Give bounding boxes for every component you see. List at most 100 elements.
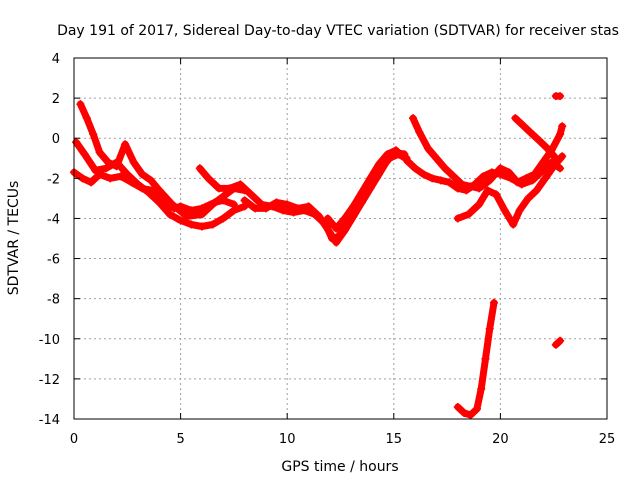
y-tick-label: 4 [52, 52, 60, 67]
data-point [374, 160, 383, 169]
data-point [549, 162, 558, 171]
y-tick-label: -4 [47, 212, 60, 227]
data-point [240, 196, 249, 205]
data-point [76, 100, 85, 109]
data-point [462, 186, 471, 195]
data-point [106, 174, 115, 183]
data-point [528, 176, 537, 185]
data-point [182, 212, 191, 221]
x-tick-label: 15 [386, 432, 403, 447]
data-point [116, 172, 125, 181]
data-point [383, 150, 392, 159]
data-point [121, 140, 130, 149]
data-point [366, 174, 375, 183]
data-point [176, 216, 185, 225]
series-arc-11 [453, 298, 499, 419]
data-point [449, 172, 458, 181]
data-point [197, 222, 206, 231]
series-arc-8 [402, 156, 565, 195]
data-point [272, 198, 281, 207]
data-point [165, 210, 174, 219]
y-tick-label: -12 [39, 373, 60, 388]
data-point [340, 226, 349, 235]
data-point [534, 136, 543, 145]
data-point [304, 202, 313, 211]
data-point [415, 128, 424, 137]
series-trace [324, 146, 406, 232]
data-point [490, 298, 499, 307]
data-point [155, 186, 164, 195]
y-tick-label: -6 [47, 253, 60, 268]
data-point [539, 166, 548, 175]
data-point [445, 178, 454, 187]
data-point [283, 200, 292, 209]
y-tick-label: -2 [47, 172, 60, 187]
data-point [332, 238, 341, 247]
data-point [472, 404, 481, 413]
data-point [440, 164, 449, 173]
data-point [229, 200, 238, 209]
series-trace [241, 148, 408, 246]
data-point [138, 170, 147, 179]
y-tick-label: 2 [52, 92, 60, 107]
axis-ticks [73, 57, 608, 420]
data-point [101, 164, 110, 173]
data-point [95, 148, 104, 157]
data-point [487, 168, 496, 177]
data-point [477, 384, 486, 393]
data-point [551, 340, 560, 349]
data-point [408, 114, 417, 123]
data-point [293, 204, 302, 213]
series-trace [76, 100, 249, 220]
data-point [511, 114, 520, 123]
series-arc-13 [551, 336, 565, 349]
y-tick-labels: 4 2 0 -2 -4 -6 -8 -10 -12 -14 [39, 52, 60, 428]
data-point [146, 176, 155, 185]
data-point [492, 190, 501, 199]
data-point [483, 186, 492, 195]
y-tick-label: -8 [47, 293, 60, 308]
y-tick-label: -14 [39, 413, 60, 428]
data-point [219, 214, 228, 223]
data-point [453, 184, 462, 193]
data-point [95, 170, 104, 179]
data-point [556, 336, 565, 345]
series-layer [70, 92, 567, 419]
data-point [402, 156, 411, 165]
data-point [219, 192, 228, 201]
data-point [436, 176, 445, 185]
data-point [340, 214, 349, 223]
data-point [138, 184, 147, 193]
data-point [509, 220, 518, 229]
data-point [411, 164, 420, 173]
data-point [91, 166, 100, 175]
data-point [197, 210, 206, 219]
data-point [236, 180, 245, 189]
data-point [541, 174, 550, 183]
data-point [246, 190, 255, 199]
data-point [517, 120, 526, 129]
data-point [251, 204, 260, 213]
data-point [127, 178, 136, 187]
data-point [466, 410, 475, 419]
series-arc-12 [551, 92, 565, 101]
data-point [278, 206, 287, 215]
data-point [556, 164, 565, 173]
data-point [204, 174, 213, 183]
data-point [398, 152, 407, 161]
data-point [332, 224, 341, 233]
data-point [208, 220, 217, 229]
data-point [89, 130, 98, 139]
data-point [214, 184, 223, 193]
x-axis-title: GPS time / hours [281, 459, 398, 475]
data-point [129, 158, 138, 167]
data-point [349, 202, 358, 211]
data-point [524, 194, 533, 203]
data-point [515, 206, 524, 215]
data-point [87, 178, 96, 187]
plot-frame [73, 57, 608, 420]
data-point [507, 174, 516, 183]
data-point [551, 154, 560, 163]
data-point [323, 214, 332, 223]
data-point [453, 402, 462, 411]
